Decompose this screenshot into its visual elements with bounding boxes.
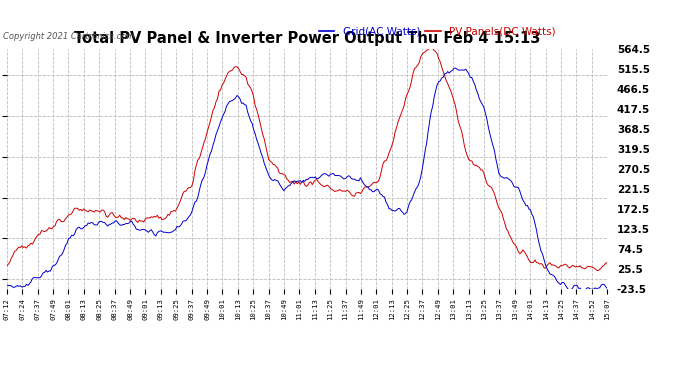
Text: Copyright 2021 Cartronics.com: Copyright 2021 Cartronics.com [3, 32, 135, 41]
Legend: Grid(AC Watts), PV Panels(DC Watts): Grid(AC Watts), PV Panels(DC Watts) [315, 23, 560, 41]
Title: Total PV Panel & Inverter Power Output Thu Feb 4 15:13: Total PV Panel & Inverter Power Output T… [74, 31, 540, 46]
